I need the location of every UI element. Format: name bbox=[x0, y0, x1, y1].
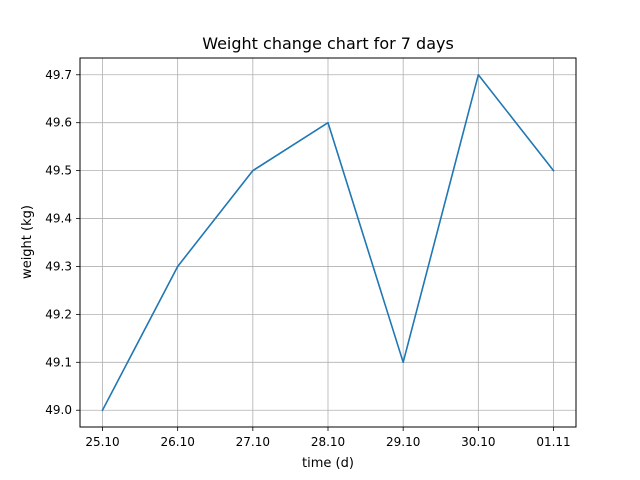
y-tick-label: 49.5 bbox=[45, 164, 72, 178]
y-tick-label: 49.2 bbox=[45, 307, 72, 321]
series-line bbox=[101, 73, 555, 412]
y-tick-label: 49.1 bbox=[45, 355, 72, 369]
y-tick-label: 49.7 bbox=[45, 68, 72, 82]
chart-title: Weight change chart for 7 days bbox=[202, 34, 454, 53]
y-tick-label: 49.3 bbox=[45, 259, 72, 273]
y-tick-label: 49.4 bbox=[45, 212, 72, 226]
x-tick-label: 25.10 bbox=[85, 435, 119, 449]
y-tick-label: 49.0 bbox=[45, 403, 72, 417]
y-axis-label: weight (kg) bbox=[20, 205, 35, 279]
y-tick-label: 49.6 bbox=[45, 116, 72, 130]
x-axis-label: time (d) bbox=[302, 456, 354, 471]
x-tick-label: 29.10 bbox=[386, 435, 420, 449]
series-layer bbox=[101, 73, 555, 412]
x-tick-label: 30.10 bbox=[461, 435, 495, 449]
x-tick-label: 01.11 bbox=[536, 435, 570, 449]
x-tick-label: 27.10 bbox=[236, 435, 270, 449]
x-tick-label: 28.10 bbox=[311, 435, 345, 449]
x-tick-label: 26.10 bbox=[160, 435, 194, 449]
tick-layer: 25.10 26.10 27.10 28.10 29.10 30.10 01.11 49.0 4… bbox=[45, 68, 570, 449]
grid-layer bbox=[80, 58, 576, 427]
